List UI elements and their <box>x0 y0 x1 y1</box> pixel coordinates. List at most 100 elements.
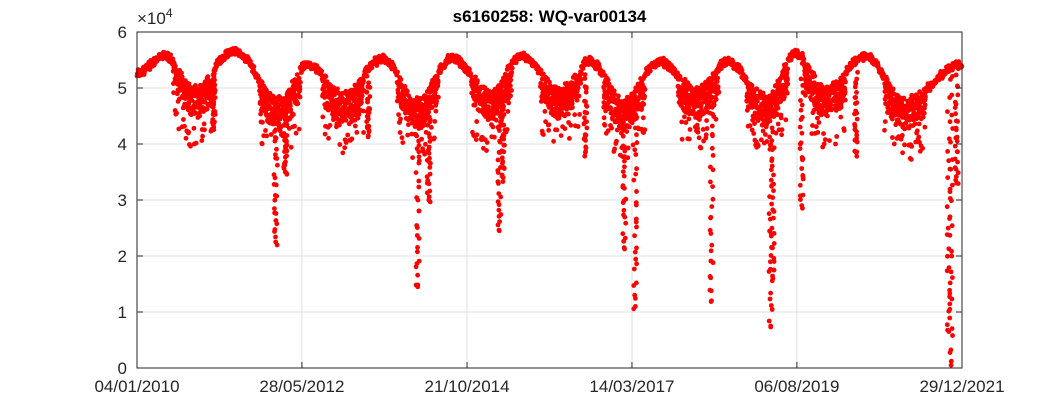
data-point <box>799 203 805 209</box>
x-tick-label: 28/05/2012 <box>259 377 344 396</box>
data-point <box>496 228 502 234</box>
data-point <box>771 215 776 221</box>
data-point <box>944 204 950 210</box>
data-point <box>642 127 648 133</box>
data-point <box>415 284 421 290</box>
data-point <box>416 178 422 184</box>
data-point <box>798 197 803 203</box>
data-point <box>583 99 588 105</box>
data-point <box>468 73 474 79</box>
data-point <box>710 184 715 190</box>
data-point <box>582 76 588 81</box>
data-point <box>495 222 501 228</box>
data-point <box>682 114 687 120</box>
data-point <box>633 202 639 208</box>
data-point <box>853 150 859 155</box>
data-point <box>296 126 302 132</box>
data-point <box>953 127 959 133</box>
data-point <box>621 173 627 179</box>
data-point <box>715 84 721 90</box>
data-point <box>921 110 927 116</box>
data-point <box>800 176 806 182</box>
data-point <box>612 146 617 152</box>
data-point <box>424 103 430 108</box>
data-point <box>854 90 859 95</box>
data-point <box>698 145 704 151</box>
data-point <box>211 99 217 105</box>
data-point <box>763 132 768 137</box>
data-point <box>620 143 626 149</box>
data-point <box>947 301 953 307</box>
data-point <box>496 202 502 208</box>
data-point <box>949 248 954 254</box>
data-point <box>365 84 371 89</box>
data-point <box>365 133 371 139</box>
data-point <box>298 79 303 85</box>
data-point <box>500 175 506 181</box>
data-point <box>435 79 441 85</box>
data-point <box>707 287 713 293</box>
x-tick-label: 06/08/2019 <box>754 377 839 396</box>
data-point <box>567 136 572 141</box>
data-point <box>570 105 575 110</box>
data-point <box>633 171 639 177</box>
data-point <box>551 138 556 144</box>
data-point <box>505 109 511 114</box>
data-point <box>767 134 772 140</box>
data-point <box>622 125 628 130</box>
data-point <box>354 130 360 135</box>
data-point <box>953 72 959 78</box>
y-axis-exponent: ×104 <box>137 6 173 28</box>
data-point <box>359 93 365 99</box>
data-point <box>801 56 807 62</box>
data-point <box>495 101 501 107</box>
data-point <box>634 140 640 146</box>
data-point <box>634 166 639 172</box>
data-point <box>583 84 589 90</box>
data-point <box>327 122 333 128</box>
data-point <box>620 133 626 139</box>
data-point <box>687 127 693 132</box>
data-points <box>134 45 965 368</box>
data-point <box>709 204 715 210</box>
data-point <box>798 98 803 103</box>
data-point <box>620 169 626 175</box>
data-point <box>558 133 564 139</box>
data-point <box>272 210 277 216</box>
data-point <box>506 100 512 106</box>
data-point <box>427 95 433 100</box>
data-point <box>703 132 709 138</box>
data-point <box>632 147 638 153</box>
data-point <box>273 239 279 245</box>
data-point <box>497 128 502 133</box>
data-point <box>484 148 489 153</box>
data-point <box>634 189 639 194</box>
data-point <box>768 303 774 308</box>
data-point <box>501 136 507 142</box>
data-point <box>414 107 420 113</box>
data-point <box>427 165 433 170</box>
data-point <box>841 128 847 133</box>
data-point <box>205 74 211 79</box>
data-point <box>398 77 404 82</box>
data-point <box>508 77 514 83</box>
data-point <box>784 90 790 96</box>
data-point <box>900 150 905 156</box>
data-point <box>704 118 709 123</box>
data-point <box>945 175 951 181</box>
data-point <box>272 193 278 198</box>
data-point <box>713 116 719 122</box>
data-point <box>955 170 961 176</box>
data-point <box>954 138 960 144</box>
data-point <box>950 333 955 338</box>
data-point <box>695 129 701 135</box>
data-point <box>399 135 405 141</box>
data-point <box>949 326 955 331</box>
data-point <box>947 280 953 286</box>
data-point <box>882 119 888 124</box>
data-point <box>272 227 278 232</box>
data-point <box>415 249 420 255</box>
data-point <box>798 117 804 122</box>
data-point <box>854 116 860 122</box>
